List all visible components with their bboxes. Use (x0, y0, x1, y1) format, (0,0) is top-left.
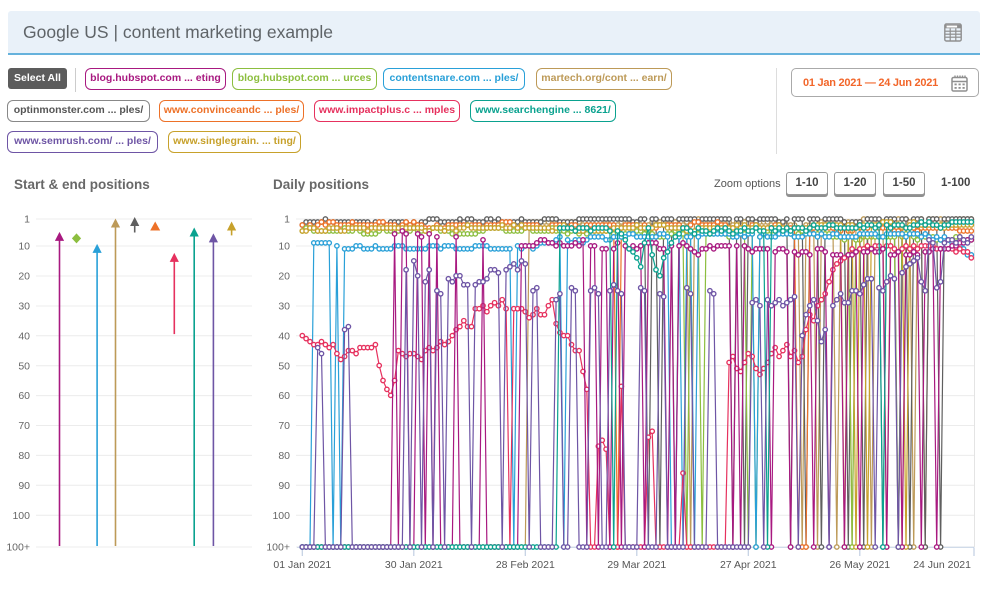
svg-text:60: 60 (18, 390, 30, 402)
svg-text:40: 40 (278, 330, 290, 342)
svg-text:100: 100 (12, 510, 30, 522)
svg-text:100: 100 (272, 510, 290, 522)
svg-text:80: 80 (18, 450, 30, 462)
svg-text:01 Jan 2021: 01 Jan 2021 (273, 559, 331, 571)
svg-text:1: 1 (24, 214, 30, 226)
svg-text:70: 70 (18, 420, 30, 432)
svg-text:30 Jan 2021: 30 Jan 2021 (385, 559, 443, 571)
svg-text:28 Feb 2021: 28 Feb 2021 (496, 559, 555, 571)
svg-text:30: 30 (278, 301, 290, 313)
svg-text:1: 1 (284, 214, 290, 226)
svg-text:90: 90 (278, 480, 290, 492)
svg-text:24 Jun 2021: 24 Jun 2021 (913, 559, 971, 571)
svg-text:20: 20 (18, 271, 30, 283)
svg-text:30: 30 (18, 301, 30, 313)
svg-text:90: 90 (18, 480, 30, 492)
svg-text:70: 70 (278, 420, 290, 432)
svg-text:29 Mar 2021: 29 Mar 2021 (607, 559, 666, 571)
svg-text:50: 50 (18, 360, 30, 372)
svg-text:50: 50 (278, 360, 290, 372)
svg-text:100+: 100+ (266, 542, 290, 554)
svg-text:27 Apr 2021: 27 Apr 2021 (720, 559, 777, 571)
svg-text:10: 10 (278, 241, 290, 253)
svg-text:10: 10 (18, 241, 30, 253)
svg-text:40: 40 (18, 330, 30, 342)
svg-text:26 May 2021: 26 May 2021 (829, 559, 890, 571)
svg-text:60: 60 (278, 390, 290, 402)
svg-text:80: 80 (278, 450, 290, 462)
svg-text:100+: 100+ (6, 542, 30, 554)
svg-text:20: 20 (278, 271, 290, 283)
